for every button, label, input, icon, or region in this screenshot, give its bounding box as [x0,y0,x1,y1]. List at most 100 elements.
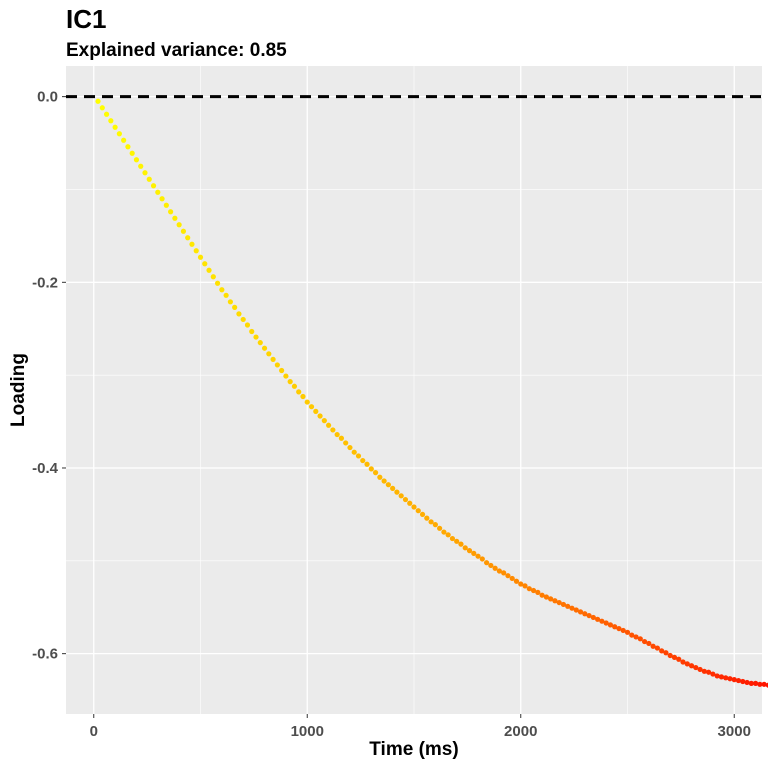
data-point [185,235,191,241]
data-point [509,575,515,582]
data-point [214,280,221,286]
data-point [595,616,601,622]
data-point [232,304,238,310]
data-point [364,461,370,467]
data-point [296,389,302,395]
data-point [607,622,614,628]
data-point [168,209,174,215]
data-point [112,124,118,130]
data-point [385,482,391,488]
data-point [620,627,626,634]
data-point [317,413,323,419]
data-point [240,316,246,323]
y-axis-title: Loading [8,353,29,427]
data-point [637,636,643,642]
data-point [445,532,451,538]
data-point [343,440,349,446]
data-point [761,681,767,687]
data-point [449,535,456,542]
data-point [471,550,477,556]
data-point [150,183,157,189]
data-point [432,522,438,528]
data-point [270,356,276,362]
data-point [103,111,110,117]
data-point [108,118,114,124]
data-point [287,379,293,385]
data-point [488,562,494,569]
data-point [505,573,511,579]
data-point [291,383,298,389]
x-tick-label: 2000 [504,723,537,740]
data-point [680,659,686,665]
data-point [138,163,144,169]
data-point [424,515,430,521]
data-point [518,581,524,587]
y-tick-label: -0.6 [32,646,58,663]
data-point [257,340,263,346]
data-point [172,215,178,221]
data-point [663,650,669,656]
data-point [650,643,656,649]
data-point [116,131,122,137]
data-point [347,444,353,451]
data-point [155,189,161,195]
data-point [261,345,268,351]
data-point [688,663,695,669]
data-point [526,586,532,592]
data-point [458,541,464,547]
data-point [629,632,635,638]
x-tick-label: 3000 [718,723,751,740]
data-point [402,496,409,503]
data-point [479,556,485,562]
data-point [266,351,272,357]
data-point [530,587,537,594]
data-point [573,607,579,613]
x-axis-title: Time (ms) [369,739,458,760]
data-point [419,511,426,518]
data-point [146,176,152,182]
axis-ticks: 0 1000 2000 3000 0.0 -0.2 -0.4 -0.6 [32,89,751,740]
data-point [300,393,306,400]
data-point [121,137,127,143]
data-point [684,661,690,667]
data-point [697,666,703,673]
data-point [543,594,549,600]
data-point [95,98,101,104]
data-point [381,478,387,484]
data-point [513,578,520,584]
data-point [462,545,468,551]
data-point [99,105,105,111]
data-point [586,612,592,619]
data-point [752,680,759,686]
data-point [313,408,319,414]
data-point [676,656,682,662]
data-point [372,470,379,476]
data-point [765,682,768,688]
data-point [539,592,545,598]
data-point [308,404,315,410]
data-point [735,677,742,684]
data-point [577,609,584,615]
data-point [641,638,648,645]
data-point [159,196,165,202]
data-point [437,525,443,531]
data-point [633,634,639,640]
data-point [330,427,336,433]
data-point [569,605,575,611]
data-point [718,674,725,680]
data-point [279,367,285,374]
data-point [582,611,588,617]
data-point [616,625,622,632]
data-point [193,248,199,254]
data-point [142,170,148,176]
data-point [612,624,618,630]
data-point [723,675,729,681]
data-point [360,457,366,464]
data-point [129,150,135,156]
data-point [466,548,473,554]
data-point [202,261,208,267]
data-point [227,299,233,305]
data-point [740,678,746,685]
